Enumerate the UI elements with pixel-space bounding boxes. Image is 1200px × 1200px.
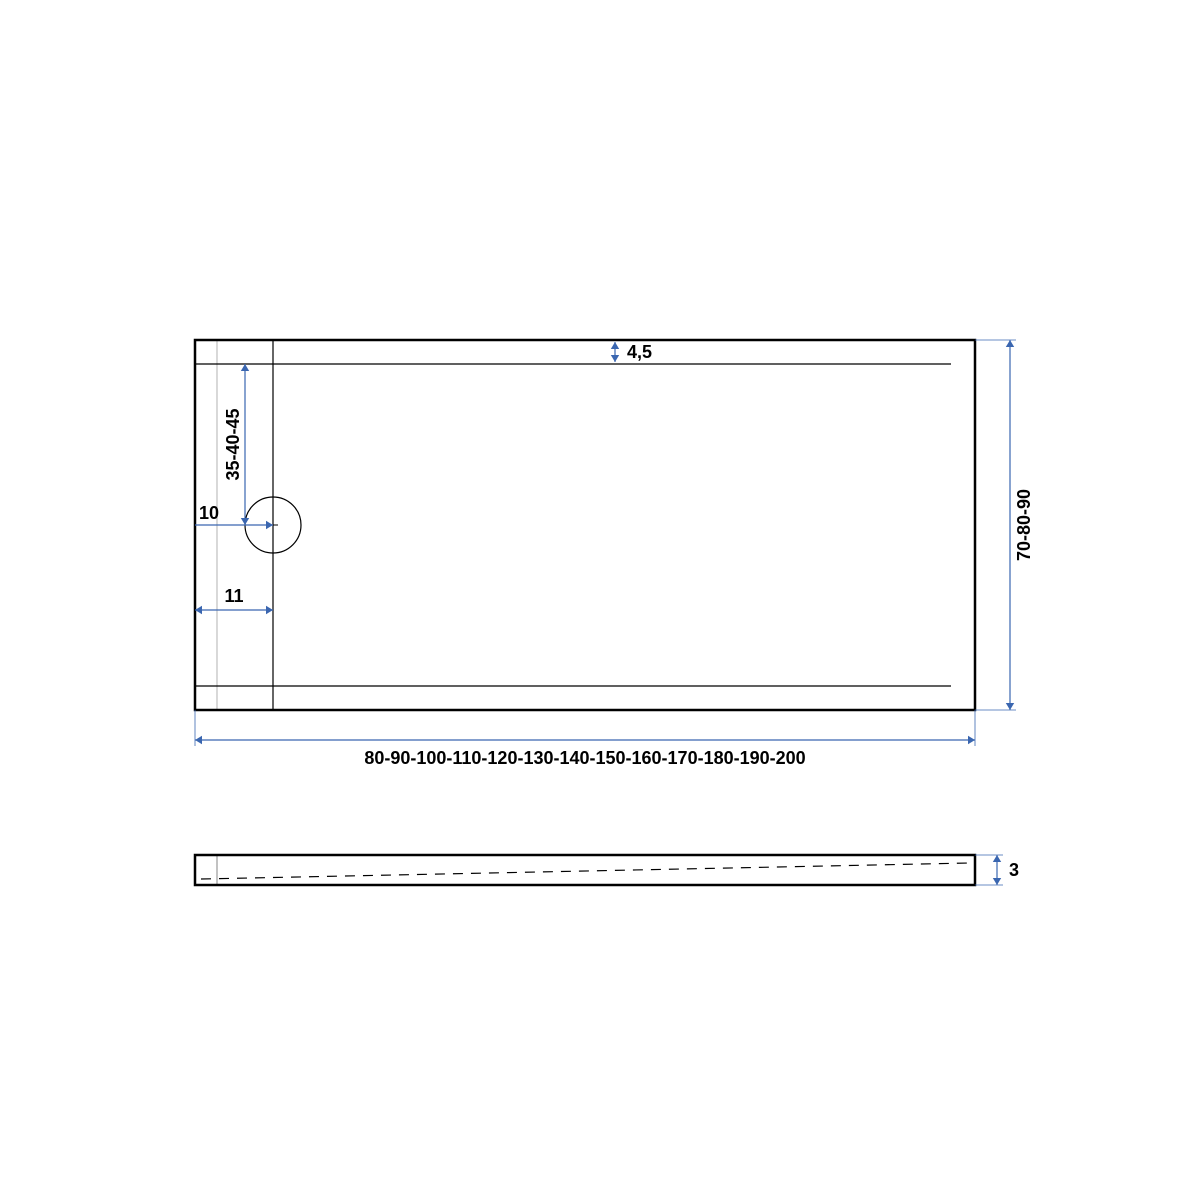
dim-drain-v: 35-40-45 — [223, 408, 243, 480]
side-view-outline — [195, 855, 975, 885]
dim-height: 70-80-90 — [1014, 489, 1034, 561]
dim-drain-h: 11 — [224, 586, 243, 606]
technical-drawing: 4,5 35-40-45 10 11 70-80-90 80-90-100-110-120… — [0, 0, 1200, 1200]
dim-length: 80-90-100-110-120-130-140-150-160-170-18… — [364, 748, 805, 768]
dim-drain-r: 10 — [199, 503, 219, 523]
side-slope-line — [201, 863, 969, 879]
dim-rim: 4,5 — [627, 342, 652, 362]
dim-thickness: 3 — [1009, 860, 1019, 880]
top-view-outline — [195, 340, 975, 710]
